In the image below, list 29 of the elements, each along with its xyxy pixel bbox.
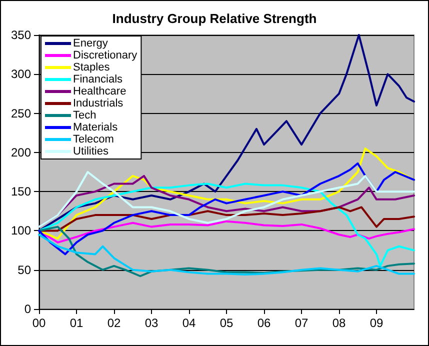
- legend-label: Energy: [73, 38, 108, 50]
- legend-label: Utilities: [73, 146, 109, 158]
- x-tick-label: 07: [294, 316, 308, 330]
- legend-label: Discretionary: [73, 50, 138, 62]
- x-tick-label: 00: [32, 316, 46, 330]
- x-tick-label: 09: [370, 316, 384, 330]
- x-tick-label: 02: [107, 316, 121, 330]
- chart-title: Industry Group Relative Strength: [112, 11, 317, 26]
- legend-label: Industrials: [73, 98, 124, 110]
- x-tick-label: 08: [332, 316, 346, 330]
- x-tick-label: 01: [70, 316, 84, 330]
- y-tick-label: 50: [18, 262, 32, 277]
- y-tick-label: 250: [10, 106, 32, 120]
- legend-label: Tech: [73, 110, 96, 122]
- legend-label: Staples: [73, 62, 110, 74]
- y-tick-label: 350: [10, 28, 32, 42]
- legend-label: Healthcare: [73, 86, 126, 98]
- y-tick-label: 100: [10, 224, 32, 238]
- x-tick-label: 06: [257, 316, 271, 330]
- legend-label: Materials: [73, 122, 118, 134]
- y-tick-label: 0: [24, 302, 32, 316]
- y-tick-label: 200: [10, 145, 32, 160]
- x-tick-label: 03: [144, 316, 158, 330]
- y-tick-label: 150: [10, 184, 32, 199]
- x-tick-label: 04: [182, 316, 196, 330]
- legend-label: Financials: [73, 74, 124, 86]
- legend-label: Telecom: [73, 134, 114, 146]
- x-tick-label: 05: [220, 316, 234, 330]
- y-tick-label: 300: [10, 67, 32, 82]
